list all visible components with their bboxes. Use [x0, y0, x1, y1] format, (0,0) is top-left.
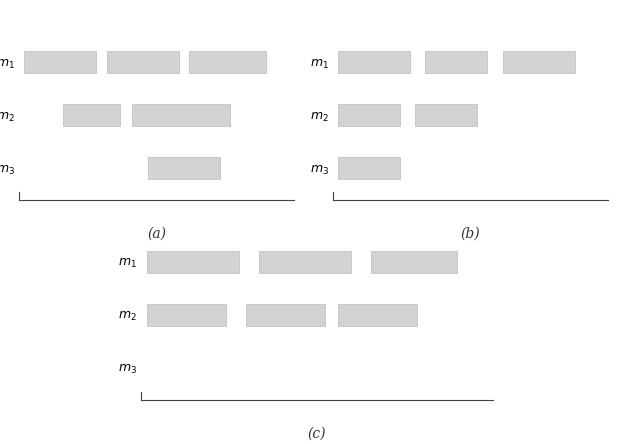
Bar [426, 51, 487, 73]
Bar [502, 51, 575, 73]
Text: (c): (c) [308, 426, 326, 440]
Bar [147, 304, 227, 326]
Bar [415, 104, 477, 126]
Bar [338, 157, 399, 179]
Bar [148, 157, 220, 179]
Bar [132, 104, 230, 126]
Text: (a): (a) [147, 226, 166, 241]
Bar [147, 250, 239, 273]
Bar [338, 104, 399, 126]
Bar [338, 304, 417, 326]
Bar [259, 250, 351, 273]
Bar [63, 104, 120, 126]
Bar [189, 51, 266, 73]
Bar [246, 304, 325, 326]
Bar [338, 51, 410, 73]
Bar [24, 51, 97, 73]
Bar [371, 250, 456, 273]
Bar [107, 51, 179, 73]
Text: (b): (b) [461, 226, 480, 241]
